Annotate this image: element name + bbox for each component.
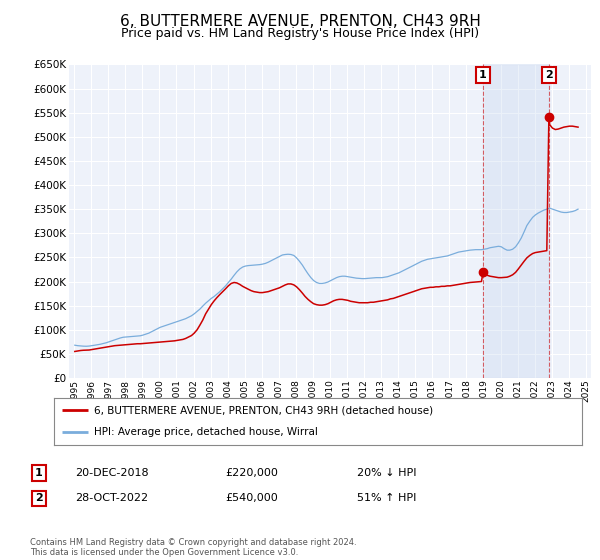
Text: 1: 1 bbox=[479, 70, 487, 80]
Text: Price paid vs. HM Land Registry's House Price Index (HPI): Price paid vs. HM Land Registry's House … bbox=[121, 27, 479, 40]
Text: 2: 2 bbox=[545, 70, 553, 80]
Text: 6, BUTTERMERE AVENUE, PRENTON, CH43 9RH (detached house): 6, BUTTERMERE AVENUE, PRENTON, CH43 9RH … bbox=[94, 405, 433, 416]
Bar bbox=[483, 64, 549, 378]
Text: £540,000: £540,000 bbox=[225, 493, 278, 503]
Text: 20-DEC-2018: 20-DEC-2018 bbox=[75, 468, 149, 478]
Text: £220,000: £220,000 bbox=[225, 468, 278, 478]
Text: Contains HM Land Registry data © Crown copyright and database right 2024.
This d: Contains HM Land Registry data © Crown c… bbox=[30, 538, 356, 557]
Text: 51% ↑ HPI: 51% ↑ HPI bbox=[357, 493, 416, 503]
Text: 2: 2 bbox=[35, 493, 43, 503]
Text: 28-OCT-2022: 28-OCT-2022 bbox=[75, 493, 148, 503]
Text: HPI: Average price, detached house, Wirral: HPI: Average price, detached house, Wirr… bbox=[94, 427, 317, 437]
Text: 6, BUTTERMERE AVENUE, PRENTON, CH43 9RH: 6, BUTTERMERE AVENUE, PRENTON, CH43 9RH bbox=[119, 14, 481, 29]
Text: 20% ↓ HPI: 20% ↓ HPI bbox=[357, 468, 416, 478]
Text: 1: 1 bbox=[35, 468, 43, 478]
